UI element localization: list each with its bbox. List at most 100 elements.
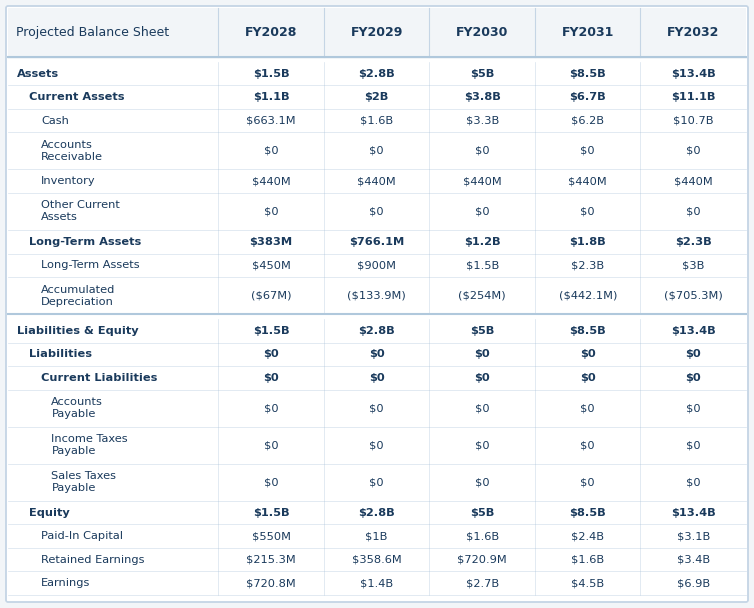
- Bar: [8, 133, 746, 170]
- Text: Sales Taxes
Payable: Sales Taxes Payable: [51, 471, 116, 493]
- Text: $0: $0: [475, 440, 489, 451]
- Text: $0: $0: [264, 207, 278, 216]
- Text: $0: $0: [369, 207, 384, 216]
- Text: $0: $0: [369, 373, 385, 383]
- Text: $720.9M: $720.9M: [457, 554, 507, 565]
- Text: Current Assets: Current Assets: [29, 92, 124, 102]
- Text: $0: $0: [264, 440, 278, 451]
- Bar: [8, 464, 746, 501]
- Text: $1.5B: $1.5B: [253, 326, 290, 336]
- Text: $720.8M: $720.8M: [247, 578, 296, 588]
- Bar: [8, 366, 746, 390]
- Text: FY2028: FY2028: [245, 26, 297, 39]
- Bar: [8, 8, 746, 57]
- Bar: [8, 390, 746, 427]
- Text: $0: $0: [686, 403, 700, 413]
- Text: $3.8B: $3.8B: [464, 92, 501, 102]
- Text: $0: $0: [685, 373, 701, 383]
- Text: $1.1B: $1.1B: [253, 92, 290, 102]
- Text: $0: $0: [581, 403, 595, 413]
- Text: Retained Earnings: Retained Earnings: [41, 554, 145, 565]
- Bar: [8, 193, 746, 230]
- Text: $1.2B: $1.2B: [464, 237, 501, 247]
- Text: $2.4B: $2.4B: [572, 531, 604, 541]
- Text: $13.4B: $13.4B: [671, 508, 716, 517]
- Text: FY2031: FY2031: [562, 26, 614, 39]
- Text: $3.1B: $3.1B: [676, 531, 710, 541]
- Text: $3.3B: $3.3B: [465, 116, 499, 126]
- Text: $663.1M: $663.1M: [247, 116, 296, 126]
- Text: ($254M): ($254M): [458, 291, 506, 300]
- Text: $440M: $440M: [569, 176, 607, 186]
- Text: $0: $0: [263, 350, 279, 359]
- Text: Inventory: Inventory: [41, 176, 96, 186]
- Text: FY2030: FY2030: [456, 26, 508, 39]
- Text: Long-Term Assets: Long-Term Assets: [41, 260, 139, 271]
- Text: $1.4B: $1.4B: [360, 578, 393, 588]
- Text: $0: $0: [264, 477, 278, 487]
- Text: $0: $0: [685, 350, 701, 359]
- Text: Equity: Equity: [29, 508, 70, 517]
- Text: $550M: $550M: [252, 531, 290, 541]
- Text: $1.5B: $1.5B: [253, 69, 290, 78]
- Text: $0: $0: [475, 146, 489, 156]
- Text: Accounts
Payable: Accounts Payable: [51, 397, 103, 420]
- Bar: [8, 501, 746, 524]
- Text: $450M: $450M: [252, 260, 290, 271]
- Text: $2.7B: $2.7B: [466, 578, 498, 588]
- Text: $0: $0: [581, 207, 595, 216]
- Text: $5B: $5B: [470, 326, 495, 336]
- Text: Long-Term Assets: Long-Term Assets: [29, 237, 142, 247]
- Text: $8.5B: $8.5B: [569, 326, 606, 336]
- Text: Income Taxes
Payable: Income Taxes Payable: [51, 434, 128, 456]
- Bar: [8, 572, 746, 595]
- Text: $440M: $440M: [357, 176, 396, 186]
- Text: Accumulated
Depreciation: Accumulated Depreciation: [41, 285, 115, 306]
- FancyBboxPatch shape: [6, 6, 748, 602]
- Text: $2B: $2B: [364, 92, 389, 102]
- Text: $0: $0: [263, 373, 279, 383]
- Text: $0: $0: [369, 440, 384, 451]
- Text: $1.6B: $1.6B: [466, 531, 498, 541]
- Text: $13.4B: $13.4B: [671, 326, 716, 336]
- Text: $2.8B: $2.8B: [358, 69, 395, 78]
- Text: $0: $0: [686, 440, 700, 451]
- Text: $215.3M: $215.3M: [247, 554, 296, 565]
- Text: $0: $0: [581, 146, 595, 156]
- Text: $0: $0: [369, 403, 384, 413]
- Bar: [8, 427, 746, 464]
- Text: $0: $0: [264, 403, 278, 413]
- Text: $0: $0: [581, 440, 595, 451]
- Bar: [8, 277, 746, 314]
- Text: Paid-In Capital: Paid-In Capital: [41, 531, 123, 541]
- Bar: [8, 319, 746, 343]
- Text: $0: $0: [474, 373, 490, 383]
- Text: $0: $0: [369, 146, 384, 156]
- Text: Liabilities & Equity: Liabilities & Equity: [17, 326, 138, 336]
- Text: Projected Balance Sheet: Projected Balance Sheet: [16, 26, 169, 39]
- Text: $1.5B: $1.5B: [253, 508, 290, 517]
- Text: $0: $0: [474, 350, 490, 359]
- Text: $3.4B: $3.4B: [676, 554, 710, 565]
- Text: ($442.1M): ($442.1M): [559, 291, 617, 300]
- Text: $0: $0: [369, 350, 385, 359]
- Text: $358.6M: $358.6M: [352, 554, 402, 565]
- Text: $2.3B: $2.3B: [675, 237, 712, 247]
- Text: $2.8B: $2.8B: [358, 508, 395, 517]
- Text: $1.8B: $1.8B: [569, 237, 606, 247]
- Text: $0: $0: [475, 477, 489, 487]
- Text: Liabilities: Liabilities: [29, 350, 92, 359]
- Text: $2.3B: $2.3B: [571, 260, 604, 271]
- Text: Earnings: Earnings: [41, 578, 90, 588]
- Text: $0: $0: [475, 207, 489, 216]
- Text: $1.5B: $1.5B: [465, 260, 499, 271]
- Bar: [8, 254, 746, 277]
- Text: ($133.9M): ($133.9M): [348, 291, 406, 300]
- Text: $0: $0: [475, 403, 489, 413]
- Text: $1.6B: $1.6B: [571, 554, 604, 565]
- Bar: [8, 524, 746, 548]
- Text: $0: $0: [580, 373, 596, 383]
- Text: $6.2B: $6.2B: [572, 116, 604, 126]
- Text: ($67M): ($67M): [251, 291, 291, 300]
- Text: Accounts
Receivable: Accounts Receivable: [41, 140, 103, 162]
